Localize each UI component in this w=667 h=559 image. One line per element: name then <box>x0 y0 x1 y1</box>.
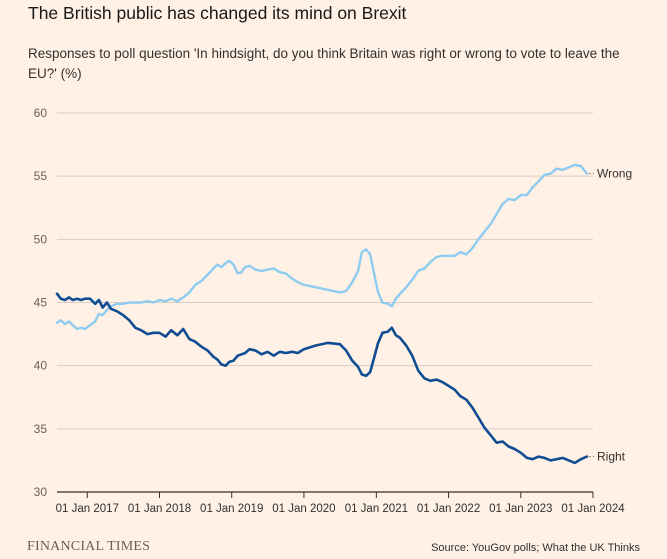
y-tick-label-55: 55 <box>34 169 48 183</box>
y-tick-label-30: 30 <box>34 485 48 499</box>
series-line-wrong <box>55 163 589 331</box>
grid-layer <box>57 112 593 430</box>
y-tick-label-45: 45 <box>34 296 48 310</box>
y-tick-label-35: 35 <box>34 422 48 436</box>
source-note: Source: YouGov polls; What the UK Thinks <box>431 542 640 554</box>
y-tick-label-60: 60 <box>34 106 48 120</box>
y-tick-label-50: 50 <box>34 232 48 246</box>
x-tick-label-3: 01 Jan 2020 <box>272 503 335 515</box>
series-label-right: Right <box>597 450 626 464</box>
series-layer <box>55 163 589 465</box>
axis-layer: 30 35 40 45 50 55 60 01 Jan 2017 01 Jan 2018 01 J… <box>34 106 626 515</box>
ft-brand-logo: FINANCIAL TIMES <box>27 539 151 554</box>
y-tick-label-40: 40 <box>34 359 48 373</box>
x-tick-label-7: 01 Jan 2024 <box>561 503 625 515</box>
chart-subtitle: Responses to poll question 'In hindsight… <box>28 46 620 81</box>
x-tick-label-1: 01 Jan 2018 <box>128 503 191 515</box>
x-tick-label-0: 01 Jan 2017 <box>56 503 119 515</box>
chart-title: The British public has changed its mind … <box>28 3 407 23</box>
series-line-right <box>55 292 589 465</box>
label-layer: Wrong Right <box>588 167 632 464</box>
x-tick-label-6: 01 Jan 2023 <box>489 503 552 515</box>
x-tick-label-4: 01 Jan 2021 <box>345 503 408 515</box>
x-tick-label-2: 01 Jan 2019 <box>200 503 263 515</box>
series-label-wrong: Wrong <box>597 167 632 181</box>
x-tick-label-5: 01 Jan 2022 <box>417 503 480 515</box>
